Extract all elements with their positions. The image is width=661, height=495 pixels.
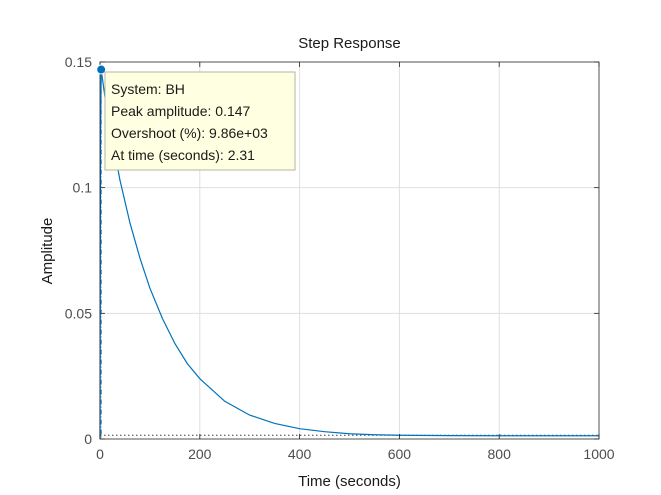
- x-tick-label: 600: [388, 446, 412, 462]
- y-axis-label: Amplitude: [39, 218, 56, 285]
- y-tick-label: 0.1: [73, 180, 93, 196]
- chart-title: Step Response: [298, 35, 401, 52]
- x-tick-label: 800: [488, 446, 512, 462]
- x-tick-label: 200: [188, 446, 212, 462]
- plot-border: [99, 61, 600, 440]
- x-tick-label: 1000: [583, 446, 614, 462]
- x-tick-label: 400: [288, 446, 312, 462]
- peak-marker: [96, 64, 107, 75]
- datatip-line: At time (seconds): 2.31: [111, 147, 255, 163]
- datatip-line: System: BH: [111, 81, 185, 97]
- datatip: System: BH Peak amplitude: 0.147 Overshoot…: [104, 71, 296, 171]
- datatip-box: [104, 71, 296, 171]
- y-tick-label: 0: [84, 431, 92, 447]
- annotation-layer: System: BH Peak amplitude: 0.147 Overshoot…: [96, 64, 296, 439]
- y-tick-label: 0.05: [65, 305, 92, 321]
- x-tick-label: 0: [96, 446, 104, 462]
- ticks: 0 200 400 600 800 1000 0 0.05 0.1 0.15: [65, 54, 615, 462]
- datatip-line: Overshoot (%): 9.86e+03: [111, 125, 268, 141]
- datatip-line: Peak amplitude: 0.147: [111, 103, 251, 119]
- y-tick-label: 0.15: [65, 54, 92, 70]
- x-axis-label: Time (seconds): [298, 473, 401, 490]
